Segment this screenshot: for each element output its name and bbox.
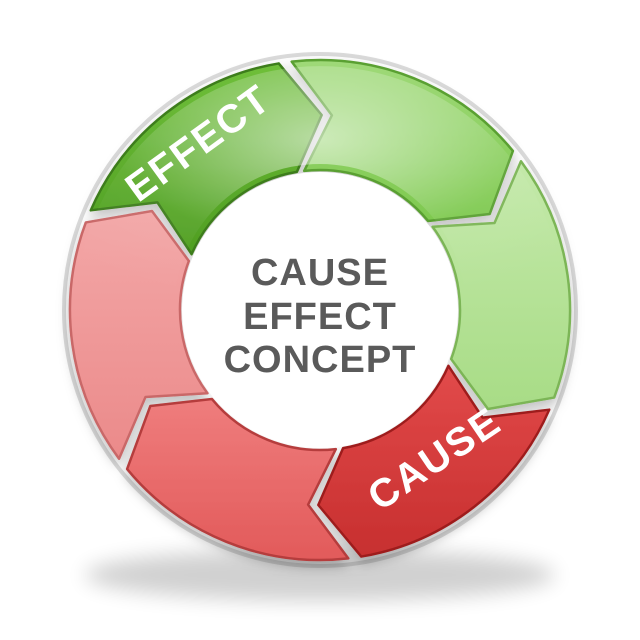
center-line: EFFECT: [224, 296, 417, 340]
diagram-stage: EFFECTCAUSE CAUSEEFFECTCONCEPT: [0, 0, 640, 640]
center-title: CAUSEEFFECTCONCEPT: [224, 252, 417, 383]
center-line: CAUSE: [224, 252, 417, 296]
center-line: CONCEPT: [224, 339, 417, 383]
